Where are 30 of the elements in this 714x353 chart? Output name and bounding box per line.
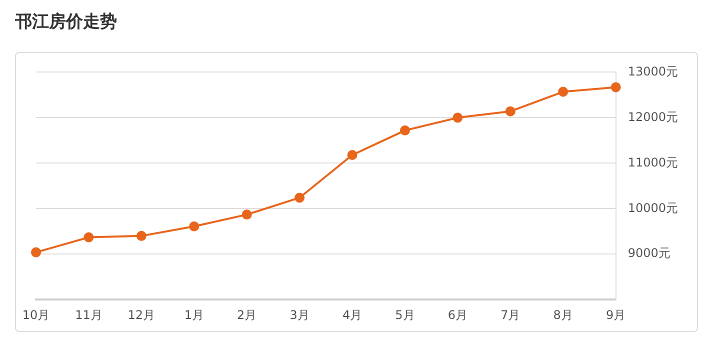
x-tick-label: 3月 [290,308,310,322]
x-tick-label: 12月 [128,308,156,322]
x-tick-label: 2月 [237,308,257,322]
x-tick-label: 11月 [75,308,102,322]
point [189,221,200,232]
x-tick-label: 10月 [22,308,50,322]
point [505,106,516,116]
point [558,86,568,97]
point [294,192,305,203]
x-tick-label: 9月 [606,308,626,322]
point [400,125,410,136]
y-tick-label: 11000元 [628,155,678,170]
x-tick-label: 4月 [342,308,362,322]
x-tick-label: 5月 [395,308,415,322]
x-tick-label: 7月 [500,308,520,322]
point [452,112,463,123]
x-tick-label: 8月 [553,308,573,322]
x-tick-label: 6月 [448,308,468,322]
chart-title: 邗江房价走势 [15,11,117,33]
y-tick-label: 12000元 [628,110,678,124]
y-tick-label: 9000元 [628,246,670,260]
y-tick-label: 13000元 [628,64,678,78]
point [84,232,94,242]
point [31,247,41,258]
point [610,82,621,92]
point [242,210,252,220]
point [136,230,146,241]
point [347,150,358,160]
x-tick-label: 1月 [184,308,204,322]
y-tick-label: 10000元 [628,200,678,215]
